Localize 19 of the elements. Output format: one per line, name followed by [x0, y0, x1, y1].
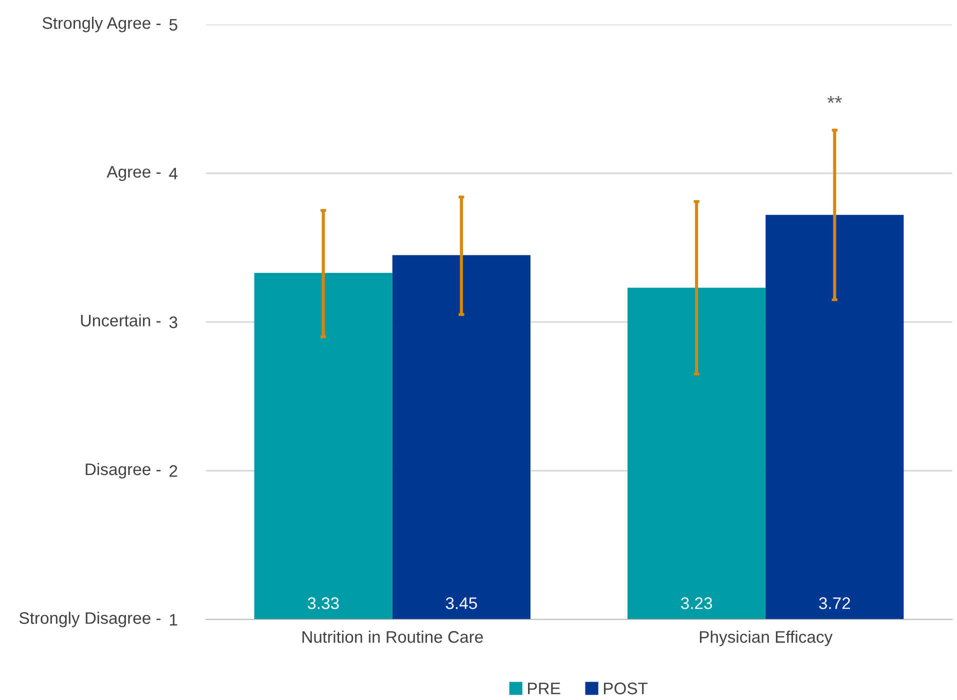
- x-tick-label: Physician Efficacy: [700, 630, 833, 646]
- data-label: 3.45: [446, 597, 477, 610]
- y-tick-label: 4: [169, 168, 178, 180]
- data-label: 3.23: [680, 597, 712, 610]
- data-label: 3.33: [308, 597, 339, 610]
- text: Agree -: [106, 166, 161, 182]
- y-tick-label: 1: [170, 614, 178, 626]
- annotation: **: [827, 96, 842, 103]
- x-tick-label: Nutrition in Routine Care: [302, 630, 483, 643]
- text: Uncertain -: [81, 314, 161, 326]
- y-tick-label: 5: [169, 19, 178, 31]
- legend-label: PRE: [528, 682, 560, 694]
- data-label: 3.72: [819, 597, 850, 610]
- y-tick-label: 3: [169, 316, 178, 328]
- text: Strongly Agree -: [42, 16, 161, 32]
- text: Strongly Disagree -: [19, 612, 161, 628]
- text: Disagree -: [86, 462, 161, 479]
- y-tick-label: 2: [170, 465, 178, 477]
- legend-label: POST: [604, 682, 648, 694]
